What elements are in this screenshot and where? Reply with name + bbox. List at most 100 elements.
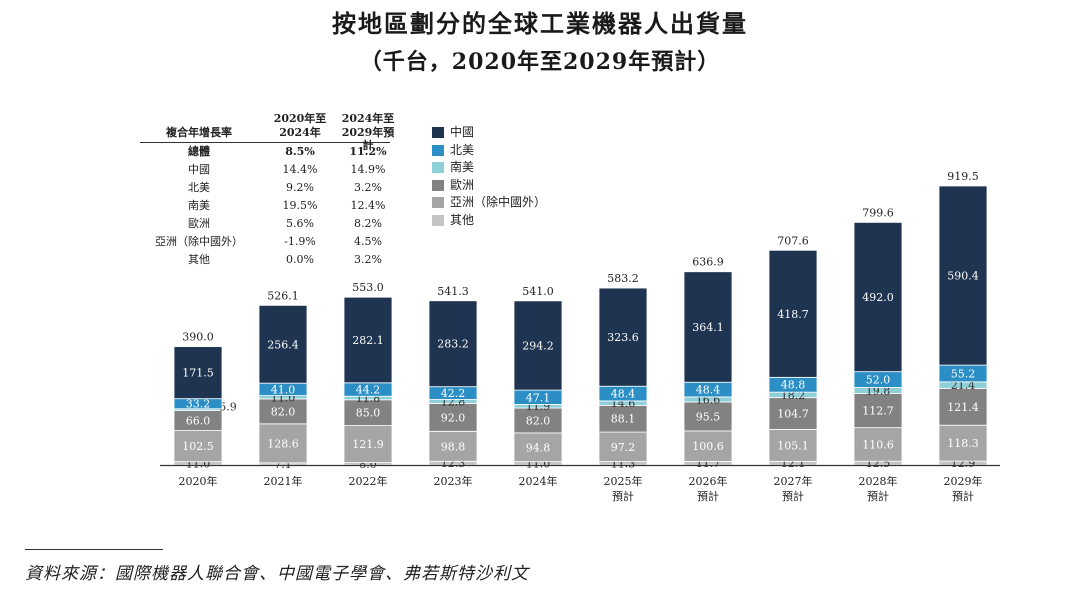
cagr-col1-line2: 2024年 (279, 126, 321, 139)
cagr-table: 複合年增長率 2020年至 2024年 2024年至 2029年預計 總體 8.5… (140, 112, 394, 269)
legend-label: 南美 (450, 160, 475, 174)
x-tick-label: 2026年 (689, 474, 728, 488)
segment-label-china: 294.2 (522, 339, 554, 352)
legend-label: 亞洲（除中國外） (450, 195, 547, 209)
x-tick-label: 預計 (697, 489, 719, 503)
segment-label-europe: 66.0 (186, 415, 211, 428)
cagr-row: 其他 0.0% 3.2% (140, 251, 390, 269)
segment-label-asia-ex-china: 110.6 (862, 438, 894, 451)
total-label: 799.6 (862, 206, 894, 219)
total-label: 707.6 (777, 234, 809, 247)
segment-label-south-america: 21.4 (951, 379, 976, 392)
segment-label-north-america: 42.2 (441, 387, 466, 400)
legend-swatch (432, 179, 444, 191)
cagr-row-2020-2024: 5.6% (286, 217, 314, 230)
total-label: 636.9 (692, 256, 724, 269)
cagr-row-2024-2029: 3.2% (354, 253, 382, 266)
bar-segment-europe (343, 399, 393, 426)
bar-segment-china (173, 346, 223, 400)
segment-label-china: 323.6 (607, 331, 639, 344)
segment-label-europe: 112.7 (862, 405, 894, 418)
segment-label-china: 590.4 (947, 270, 979, 283)
legend-item: 中國 (432, 124, 546, 142)
segment-label-north-america: 48.8 (781, 379, 806, 392)
segment-label-europe: 85.0 (356, 407, 381, 420)
x-tick-label: 預計 (952, 489, 974, 503)
bar-segment-china (938, 185, 988, 366)
segment-label-north-america: 44.2 (356, 384, 381, 397)
cagr-row: 總體 8.5% 11.2% (140, 143, 390, 161)
bar-segment-china (598, 287, 648, 387)
legend-item: 南美 (432, 159, 546, 177)
total-label: 526.1 (267, 289, 299, 302)
bar-segment-europe (428, 402, 478, 432)
bar-segment-asia-ex-china (258, 423, 308, 464)
legend-item: 亞洲（除中國外） (432, 194, 546, 212)
cagr-row-2024-2029: 3.2% (354, 181, 382, 194)
segment-label-asia-ex-china: 102.5 (182, 440, 214, 453)
cagr-col2-line2: 2029年預計 (341, 126, 395, 152)
bar-segment-europe (683, 401, 733, 432)
segment-label-north-america: 48.4 (611, 388, 636, 401)
bar-segment-china (768, 249, 818, 378)
bar-segment-china (343, 296, 393, 384)
source-note: 資料來源：國際機器人聯合會、中國電子學會、弗若斯特沙利文 (25, 564, 529, 584)
segment-label-asia-ex-china: 98.8 (441, 440, 466, 453)
cagr-row-2024-2029: 12.4% (350, 199, 386, 212)
x-tick-label: 2029年 (944, 474, 983, 488)
segment-label-north-america: 33.2 (186, 398, 211, 411)
cagr-row-2024-2029: 8.2% (354, 217, 382, 230)
cagr-row-label: 歐洲 (188, 217, 210, 230)
segment-label-north-america: 48.4 (696, 384, 721, 397)
segment-label-north-america: 52.0 (866, 374, 891, 387)
chart-subtitle: （千台，2020年至2029年預計） (359, 49, 721, 75)
cagr-table-header: 複合年增長率 2020年至 2024年 2024年至 2029年預計 (140, 112, 394, 152)
x-tick-label: 預計 (782, 489, 804, 503)
x-tick-label: 2021年 (264, 474, 303, 488)
cagr-row-2020-2024: -1.9% (284, 235, 316, 248)
segment-label-china: 492.0 (862, 291, 894, 304)
cagr-row-2024-2029: 4.5% (354, 235, 382, 248)
legend-label: 北美 (450, 142, 475, 157)
bar-segment-asia-ex-china (428, 430, 478, 462)
segment-label-asia-ex-china: 105.1 (777, 439, 809, 452)
bar-segment-china (258, 304, 308, 384)
cagr-row-label: 北美 (188, 181, 210, 194)
segment-label-asia-ex-china: 94.8 (526, 441, 551, 454)
segment-label-asia-ex-china: 121.9 (352, 438, 384, 451)
x-tick-label: 2028年 (859, 474, 898, 488)
cagr-row-label: 中國 (188, 163, 210, 176)
cagr-row: 歐洲 5.6% 8.2% (140, 215, 390, 233)
x-tick-label: 2024年 (519, 474, 558, 488)
x-tick-label: 2027年 (774, 474, 813, 488)
legend-label: 中國 (450, 125, 475, 139)
cagr-row-label: 其他 (188, 253, 210, 266)
segment-label-europe: 82.0 (271, 405, 296, 418)
x-tick-label: 2020年 (179, 474, 218, 488)
bar-segment-asia-ex-china (513, 432, 563, 463)
segment-label-china: 418.7 (777, 308, 809, 321)
legend: 中國 北美 南美 歐洲 亞洲（除中國外） 其他 (432, 124, 546, 229)
bar-segment-china (683, 271, 733, 383)
legend-swatch (432, 197, 444, 209)
segment-label-europe: 82.0 (526, 414, 551, 427)
total-label: 541.3 (437, 285, 469, 298)
bar-segment-china (428, 300, 478, 388)
total-label: 919.5 (947, 170, 979, 183)
segment-label-asia-ex-china: 100.6 (692, 440, 724, 453)
segment-label-north-america: 55.2 (951, 367, 976, 380)
bar-segment-europe (768, 397, 818, 430)
bar-segment-europe (938, 387, 988, 426)
legend-item: 其他 (432, 212, 546, 230)
cagr-row-2020-2024: 19.5% (282, 199, 318, 212)
total-label: 541.0 (522, 285, 554, 298)
segment-label-europe: 92.0 (441, 411, 466, 424)
segment-label-south-america: 5.9 (219, 401, 237, 414)
bar-segment-asia-ex-china (768, 429, 818, 462)
bar-segment-asia-ex-china (173, 430, 223, 463)
total-label: 553.0 (352, 281, 384, 294)
legend-swatch (432, 127, 444, 139)
total-label: 390.0 (182, 331, 214, 344)
x-tick-label: 2022年 (349, 474, 388, 488)
segment-label-north-america: 47.1 (526, 391, 551, 404)
